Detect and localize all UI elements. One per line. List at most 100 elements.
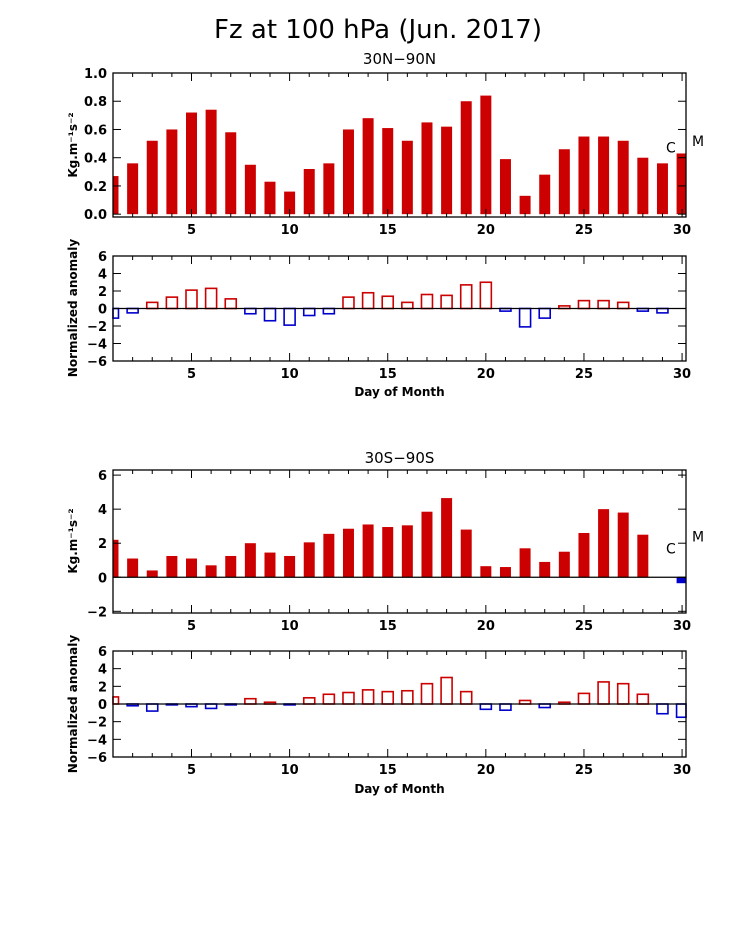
bar-day-29	[656, 307, 669, 314]
bar-day-13	[342, 691, 355, 705]
bar-day-5	[186, 558, 197, 578]
bar-day-18	[441, 126, 453, 215]
bar-day-15	[382, 128, 394, 215]
bar-day-8	[244, 543, 256, 578]
bar-day-8	[244, 697, 257, 705]
y-tick-label: 0.2	[84, 180, 107, 195]
x-tick-label: 30	[673, 763, 691, 778]
bar-day-6	[204, 703, 218, 710]
y-tick-label: 4	[98, 503, 107, 518]
x-tick-label: 10	[281, 367, 299, 382]
bar-day-8	[244, 164, 256, 215]
bar-day-1	[112, 307, 120, 319]
bar-day-22	[518, 307, 532, 328]
bar-day-15	[381, 295, 395, 310]
bar-day-10	[284, 191, 296, 215]
panel-subtitle: 30S−90S	[365, 449, 435, 467]
bar-day-23	[539, 561, 551, 578]
bar-day-12	[322, 307, 336, 315]
y-axis-label: Kg.m⁻¹s⁻²	[66, 112, 80, 177]
bar-day-28	[636, 693, 650, 705]
bar-day-29	[656, 703, 669, 715]
bar-day-4	[165, 296, 179, 310]
bar-day-19	[459, 690, 473, 705]
bar-day-7	[225, 132, 237, 215]
x-tick-label: 20	[477, 763, 495, 778]
bar-day-18	[441, 498, 453, 578]
bar-day-5	[186, 112, 197, 215]
y-tick-label: 0	[98, 698, 107, 713]
x-tick-label: 15	[379, 223, 397, 238]
bar-day-4	[166, 555, 178, 578]
x-tick-label: 25	[575, 223, 593, 238]
marker-c: C	[666, 140, 676, 156]
bar-day-10	[284, 555, 296, 578]
y-tick-label: 0.4	[84, 152, 107, 167]
y-tick-label: −2	[87, 320, 107, 335]
bar-day-24	[558, 149, 570, 215]
bar-day-16	[401, 301, 414, 310]
x-tick-label: 15	[379, 763, 397, 778]
x-tick-label: 20	[477, 223, 495, 238]
plot-frame	[112, 72, 687, 218]
y-axis-label: Normalized anomaly	[66, 239, 80, 378]
y-tick-label: 2	[98, 537, 107, 552]
bar-day-12	[322, 693, 336, 705]
bar-day-4	[166, 129, 178, 215]
y-tick-label: 0	[98, 303, 107, 318]
bar-day-1	[113, 539, 119, 578]
bar-day-3	[146, 570, 158, 578]
bar-day-22	[519, 195, 531, 215]
bar-day-26	[598, 136, 610, 215]
bar-day-18	[440, 676, 453, 705]
bar-day-21	[499, 703, 512, 711]
bar-day-23	[538, 307, 552, 319]
bar-day-1	[113, 176, 119, 215]
bar-day-16	[401, 525, 413, 578]
x-tick-label: 15	[379, 619, 397, 634]
chart-panel-2: −6 −4 −2 0 2 4 6 5 10 15 20 25 30 Normalized anomaly D…	[66, 239, 691, 399]
y-tick-label: 1.0	[84, 67, 107, 82]
bar-day-14	[362, 118, 374, 215]
x-axis-label: Day of Month	[354, 385, 444, 399]
bar-day-19	[459, 284, 473, 310]
y-tick-label: 6	[98, 469, 107, 484]
bar-day-14	[362, 524, 374, 578]
y-tick-label: −2	[87, 716, 107, 731]
bar-day-30	[676, 153, 686, 215]
y-tick-label: −2	[87, 605, 107, 620]
x-tick-label: 10	[281, 763, 299, 778]
bar-day-22	[519, 548, 531, 578]
y-tick-label: 0.8	[84, 95, 107, 110]
bar-day-20	[480, 95, 492, 215]
bar-day-10	[283, 307, 296, 326]
bar-day-17	[421, 122, 433, 215]
x-tick-label: 5	[187, 223, 196, 238]
y-tick-label: −4	[87, 338, 107, 353]
bar-day-20	[479, 281, 493, 310]
bar-day-23	[539, 174, 551, 215]
bar-day-16	[401, 689, 414, 705]
x-tick-label: 25	[575, 763, 593, 778]
bar-day-26	[598, 509, 610, 578]
bar-day-26	[597, 681, 610, 705]
bar-day-15	[381, 690, 395, 705]
chart-panel-1: 30N−90N 0.0 0.2 0.4 0.6 0.8 1.0 5 10 15 20 25 30 Kg.m…	[66, 50, 704, 238]
bar-day-25	[577, 692, 591, 705]
bar-day-9	[263, 307, 277, 322]
bar-day-17	[420, 293, 434, 310]
bar-day-9	[264, 181, 276, 215]
x-tick-label: 30	[673, 619, 691, 634]
y-tick-label: 4	[98, 663, 107, 678]
bar-day-28	[637, 157, 649, 215]
x-tick-label: 5	[187, 367, 196, 382]
bar-day-8	[244, 307, 257, 315]
bar-day-9	[264, 552, 276, 578]
bar-day-11	[303, 169, 315, 215]
y-tick-label: 2	[98, 680, 107, 695]
y-tick-label: −6	[87, 751, 107, 766]
plot-frame	[112, 469, 687, 614]
x-tick-label: 10	[281, 619, 299, 634]
x-tick-label: 10	[281, 223, 299, 238]
